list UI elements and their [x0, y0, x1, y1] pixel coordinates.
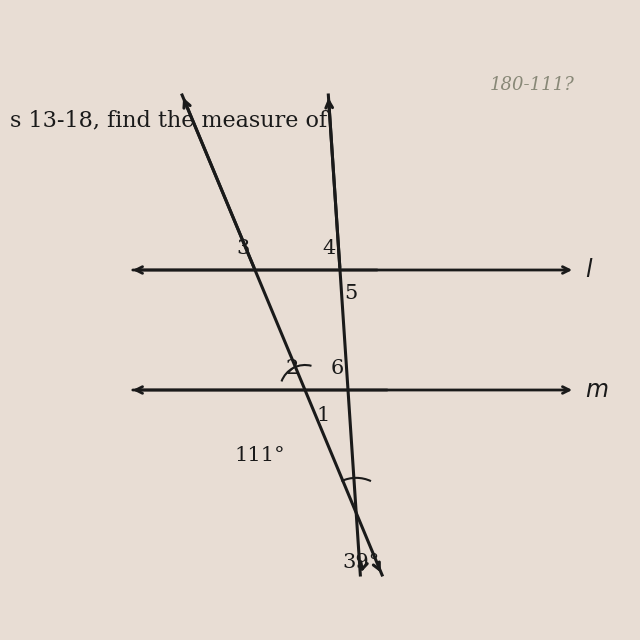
Text: 3: 3	[237, 239, 250, 258]
Text: 5: 5	[344, 284, 357, 303]
Text: $l$: $l$	[585, 259, 593, 282]
Text: 4: 4	[323, 239, 336, 258]
Text: 1: 1	[316, 406, 330, 425]
Text: 6: 6	[331, 359, 344, 378]
Text: $m$: $m$	[585, 378, 609, 401]
Text: s 13-18, find the measure of: s 13-18, find the measure of	[10, 109, 327, 131]
Text: 2: 2	[285, 359, 299, 378]
Text: 39°: 39°	[342, 554, 380, 572]
Text: 111°: 111°	[235, 445, 285, 465]
Text: 180-111?: 180-111?	[490, 76, 575, 94]
